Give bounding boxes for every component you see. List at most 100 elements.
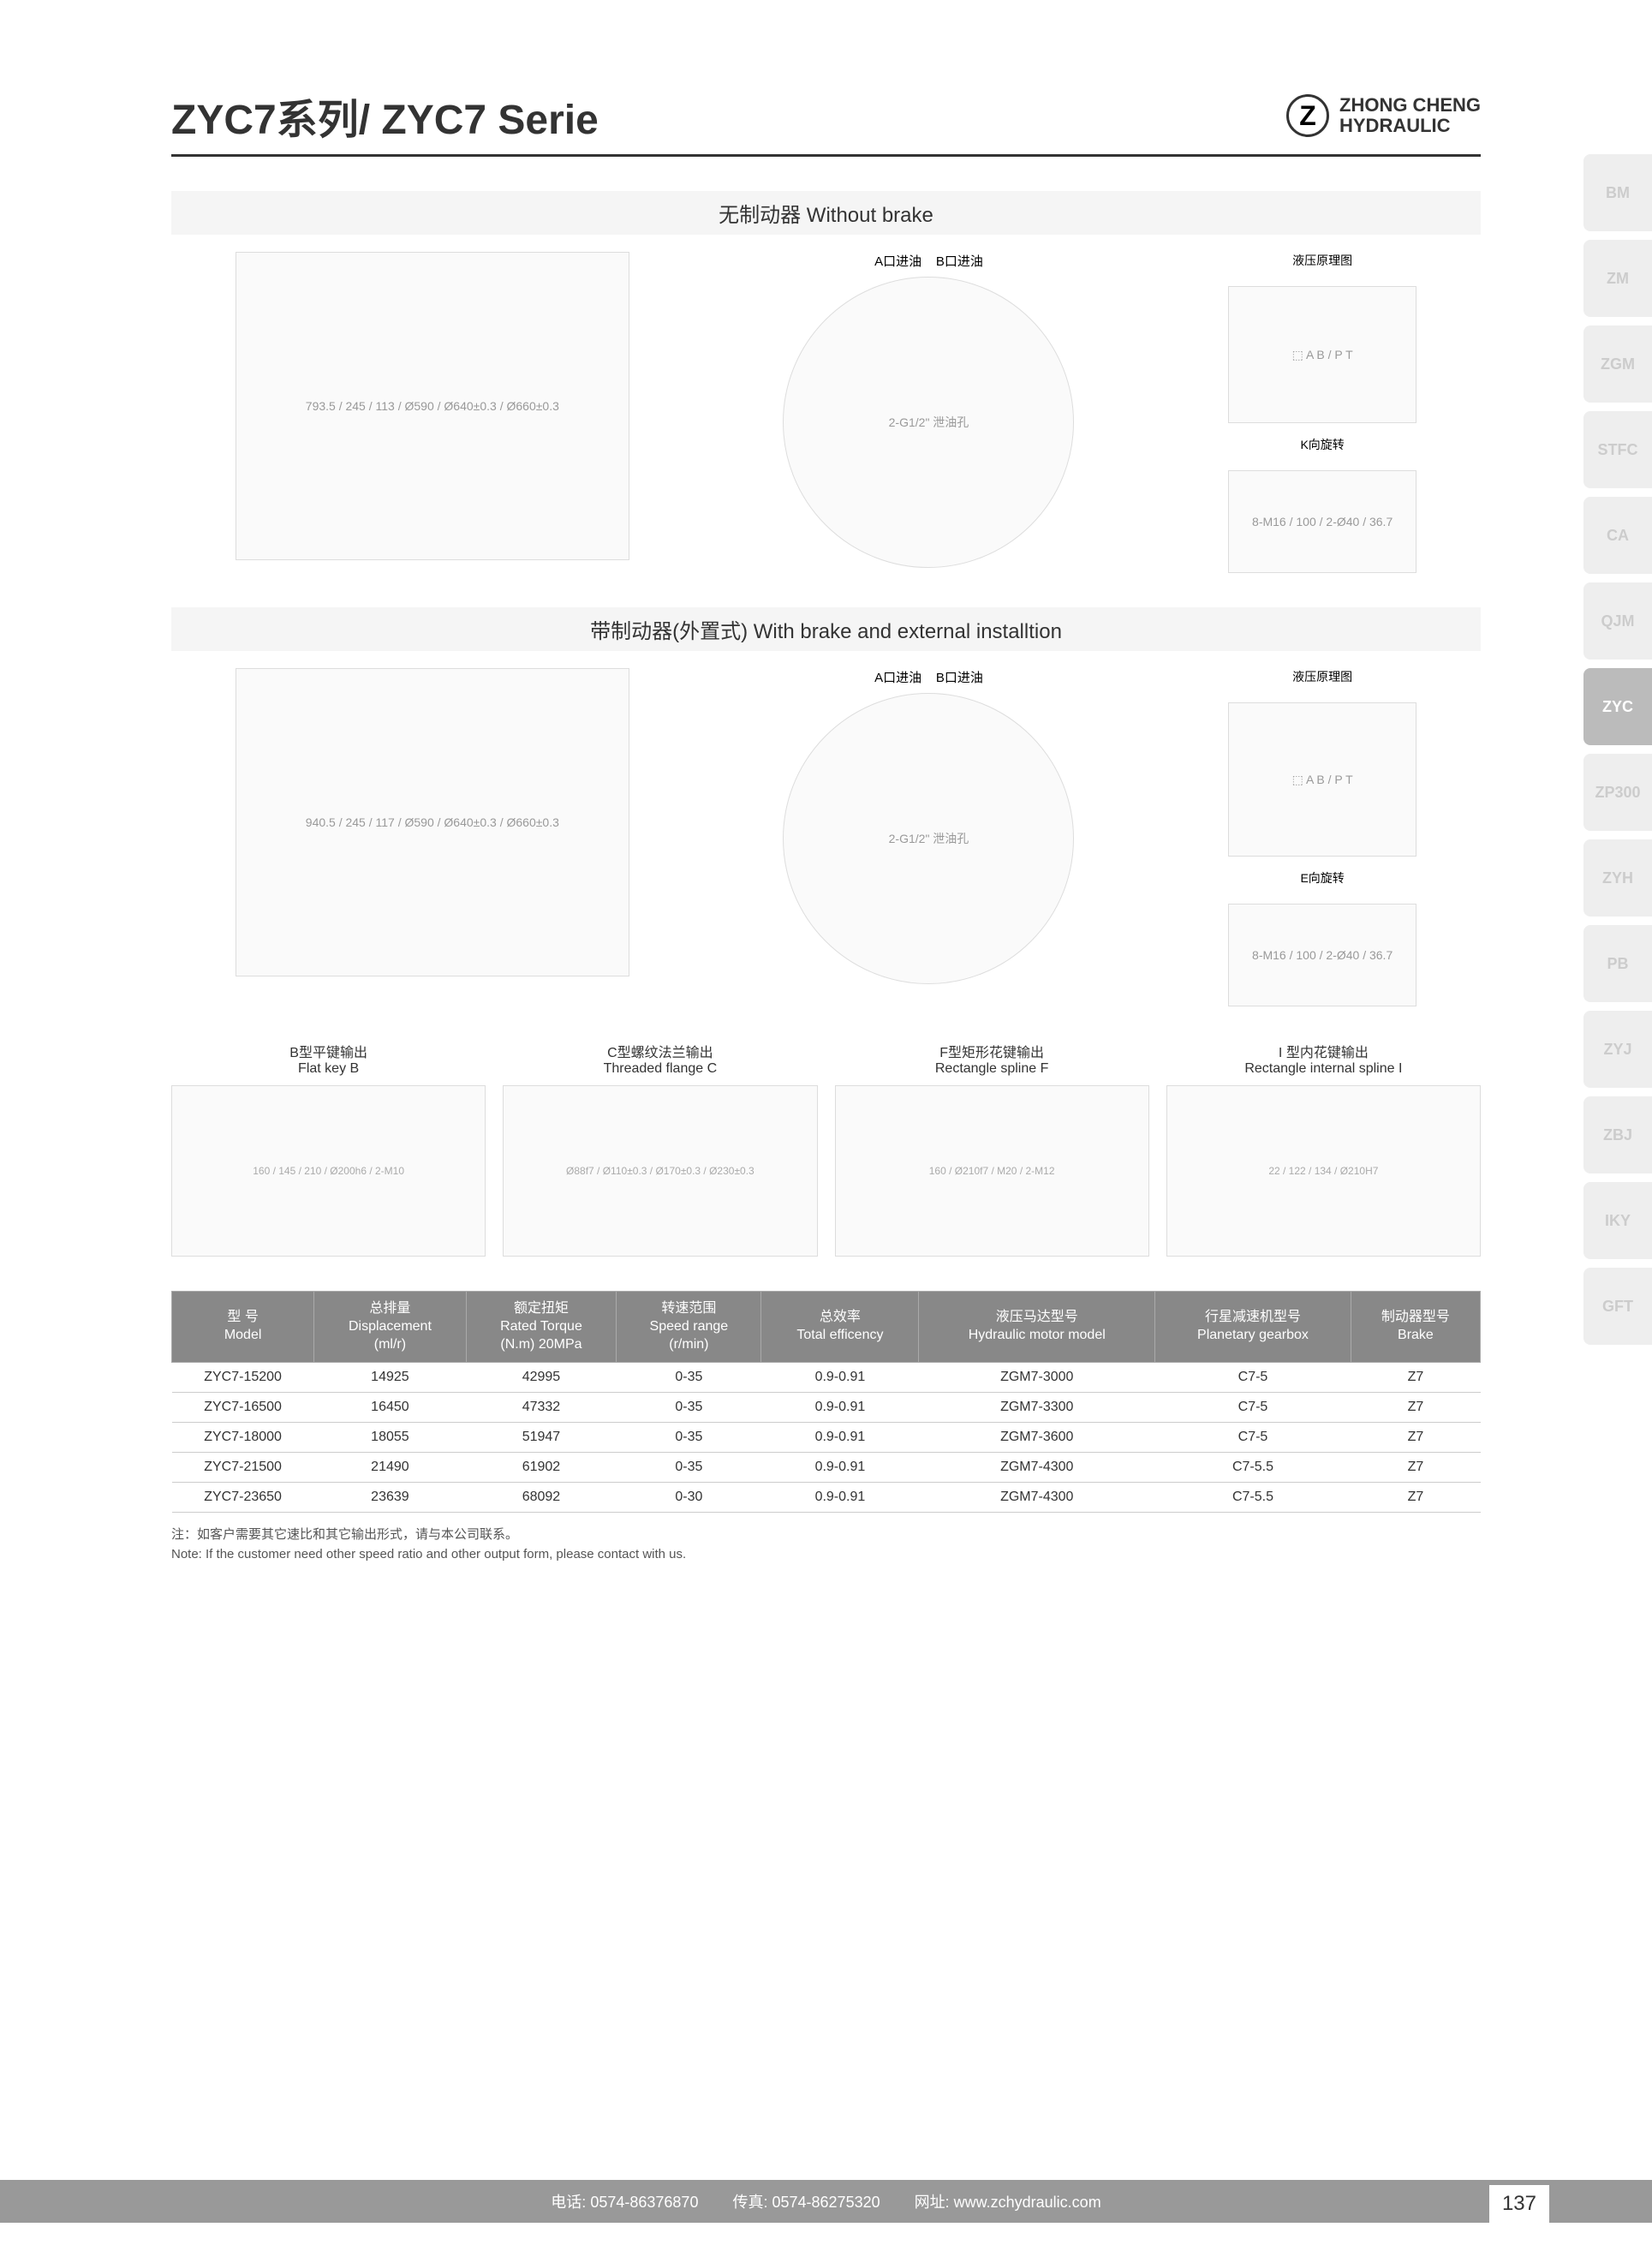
output-type-col: I 型内花键输出Rectangle internal spline I 22 /… (1166, 1041, 1481, 1257)
table-row: ZYC7-1650016450473320-350.9-0.91ZGM7-330… (172, 1393, 1481, 1423)
output-label: C型螺纹法兰输出Threaded flange C (503, 1041, 817, 1077)
output-label: I 型内花键输出Rectangle internal spline I (1166, 1041, 1481, 1077)
footnote: 注：如客户需要其它速比和其它输出形式，请与本公司联系。 Note: If the… (171, 1526, 1481, 1564)
table-cell: 0.9-0.91 (761, 1423, 919, 1453)
table-header: 型 号Model (172, 1292, 314, 1363)
table-cell: ZGM7-4300 (919, 1483, 1155, 1513)
table-header: 额定扭矩Rated Torque(N.m) 20MPa (466, 1292, 617, 1363)
table-cell: 0-30 (617, 1483, 761, 1513)
table-cell: ZYC7-16500 (172, 1393, 314, 1423)
output-drawing: 160 / Ø210f7 / M20 / 2-M12 (835, 1085, 1149, 1257)
table-cell: 47332 (466, 1393, 617, 1423)
table-cell: 16450 (314, 1393, 466, 1423)
side-tab-ca[interactable]: CA (1583, 497, 1652, 574)
output-label: F型矩形花键输出Rectangle spline F (835, 1041, 1149, 1077)
table-cell: ZGM7-3600 (919, 1423, 1155, 1453)
logo-z-icon: Z (1286, 94, 1329, 137)
table-cell: ZYC7-21500 (172, 1453, 314, 1483)
spec-table: 型 号Model总排量Displacement(ml/r)额定扭矩Rated T… (171, 1291, 1481, 1513)
output-drawing: 160 / 145 / 210 / Ø200h6 / 2-M10 (171, 1085, 486, 1257)
k-view-detail: 8-M16 / 100 / 2-Ø40 / 36.7 (1228, 470, 1416, 573)
table-row: ZYC7-2365023639680920-300.9-0.91ZGM7-430… (172, 1483, 1481, 1513)
table-cell: C7-5.5 (1155, 1483, 1351, 1513)
table-cell: ZYC7-23650 (172, 1483, 314, 1513)
table-cell: 23639 (314, 1483, 466, 1513)
side-view-drawing-2: 940.5 / 245 / 117 / Ø590 / Ø640±0.3 / Ø6… (236, 668, 629, 976)
output-drawing: Ø88f7 / Ø110±0.3 / Ø170±0.3 / Ø230±0.3 (503, 1085, 817, 1257)
drawings-row-1: 793.5 / 245 / 113 / Ø590 / Ø640±0.3 / Ø6… (171, 252, 1481, 573)
side-tab-iky[interactable]: IKY (1583, 1182, 1652, 1259)
side-tab-zm[interactable]: ZM (1583, 240, 1652, 317)
table-row: ZYC7-2150021490619020-350.9-0.91ZGM7-430… (172, 1453, 1481, 1483)
table-cell: ZGM7-4300 (919, 1453, 1155, 1483)
table-cell: ZGM7-3000 (919, 1363, 1155, 1393)
output-type-col: F型矩形花键输出Rectangle spline F 160 / Ø210f7 … (835, 1041, 1149, 1257)
side-tab-gft[interactable]: GFT (1583, 1268, 1652, 1345)
side-view-drawing-1: 793.5 / 245 / 113 / Ø590 / Ø640±0.3 / Ø6… (236, 252, 629, 560)
table-cell: 14925 (314, 1363, 466, 1393)
table-cell: ZYC7-18000 (172, 1423, 314, 1453)
output-type-col: C型螺纹法兰输出Threaded flange C Ø88f7 / Ø110±0… (503, 1041, 817, 1257)
side-tab-pb[interactable]: PB (1583, 925, 1652, 1002)
side-tab-stfc[interactable]: STFC (1583, 411, 1652, 488)
table-cell: C7-5 (1155, 1393, 1351, 1423)
side-tab-zyc[interactable]: ZYC (1583, 668, 1652, 745)
page-number: 137 (1489, 2185, 1549, 2223)
table-header: 液压马达型号Hydraulic motor model (919, 1292, 1155, 1363)
table-cell: 0-35 (617, 1393, 761, 1423)
table-cell: 21490 (314, 1453, 466, 1483)
table-cell: 0.9-0.91 (761, 1363, 919, 1393)
table-header: 行星减速机型号Planetary gearbox (1155, 1292, 1351, 1363)
output-drawing: 22 / 122 / 134 / Ø210H7 (1166, 1085, 1481, 1257)
side-tab-bm[interactable]: BM (1583, 154, 1652, 231)
table-cell: 0-35 (617, 1363, 761, 1393)
table-cell: 0.9-0.91 (761, 1393, 919, 1423)
e-view-detail: 8-M16 / 100 / 2-Ø40 / 36.7 (1228, 904, 1416, 1006)
table-cell: 18055 (314, 1423, 466, 1453)
side-tab-zyj[interactable]: ZYJ (1583, 1011, 1652, 1088)
side-tab-zbj[interactable]: ZBJ (1583, 1096, 1652, 1173)
hydraulic-schematic-1: ⬚ A B / P T (1228, 286, 1416, 423)
hydraulic-schematic-2: ⬚ A B / P T (1228, 702, 1416, 857)
output-type-col: B型平键输出Flat key B 160 / 145 / 210 / Ø200h… (171, 1041, 486, 1257)
catalog-page: ZYC7系列/ ZYC7 Serie Z ZHONG CHENG HYDRAUL… (0, 0, 1652, 2257)
side-navigation: BM ZM ZGM STFC CA QJM ZYC ZP300 ZYH PB ZYJ ZBJ IKY GF… (1583, 154, 1652, 1345)
table-cell: Z7 (1351, 1453, 1480, 1483)
front-view-drawing-1: 2-G1/2" 泄油孔 (783, 277, 1074, 568)
brand-name: ZHONG CHENG HYDRAULIC (1339, 95, 1481, 136)
section-with-brake: 带制动器(外置式) With brake and external instal… (171, 607, 1481, 651)
front-view-drawing-2: 2-G1/2" 泄油孔 (783, 693, 1074, 984)
drawings-row-2: 940.5 / 245 / 117 / Ø590 / Ø640±0.3 / Ø6… (171, 668, 1481, 1006)
table-cell: Z7 (1351, 1363, 1480, 1393)
table-header: 总排量Displacement(ml/r) (314, 1292, 466, 1363)
table-cell: 42995 (466, 1363, 617, 1393)
table-header: 总效率Total efficency (761, 1292, 919, 1363)
table-cell: 51947 (466, 1423, 617, 1453)
table-cell: ZYC7-15200 (172, 1363, 314, 1393)
table-row: ZYC7-1800018055519470-350.9-0.91ZGM7-360… (172, 1423, 1481, 1453)
table-cell: C7-5 (1155, 1423, 1351, 1453)
table-cell: 68092 (466, 1483, 617, 1513)
table-cell: 61902 (466, 1453, 617, 1483)
side-tab-zgm[interactable]: ZGM (1583, 325, 1652, 403)
table-cell: 0.9-0.91 (761, 1483, 919, 1513)
table-cell: Z7 (1351, 1483, 1480, 1513)
page-title: ZYC7系列/ ZYC7 Serie (171, 86, 599, 146)
output-types-row: B型平键输出Flat key B 160 / 145 / 210 / Ø200h… (171, 1041, 1481, 1257)
side-tab-zyh[interactable]: ZYH (1583, 839, 1652, 917)
side-tab-qjm[interactable]: QJM (1583, 582, 1652, 660)
table-cell: Z7 (1351, 1423, 1480, 1453)
section-without-brake: 无制动器 Without brake (171, 191, 1481, 235)
output-label: B型平键输出Flat key B (171, 1041, 486, 1077)
table-cell: C7-5 (1155, 1363, 1351, 1393)
brand-logo: Z ZHONG CHENG HYDRAULIC (1286, 94, 1481, 137)
table-header-row: 型 号Model总排量Displacement(ml/r)额定扭矩Rated T… (172, 1292, 1481, 1363)
table-header: 制动器型号Brake (1351, 1292, 1480, 1363)
table-body: ZYC7-1520014925429950-350.9-0.91ZGM7-300… (172, 1363, 1481, 1513)
page-header: ZYC7系列/ ZYC7 Serie Z ZHONG CHENG HYDRAUL… (171, 86, 1481, 157)
side-tab-zp300[interactable]: ZP300 (1583, 754, 1652, 831)
table-cell: Z7 (1351, 1393, 1480, 1423)
table-header: 转速范围Speed range(r/min) (617, 1292, 761, 1363)
table-cell: 0-35 (617, 1453, 761, 1483)
table-cell: 0-35 (617, 1423, 761, 1453)
